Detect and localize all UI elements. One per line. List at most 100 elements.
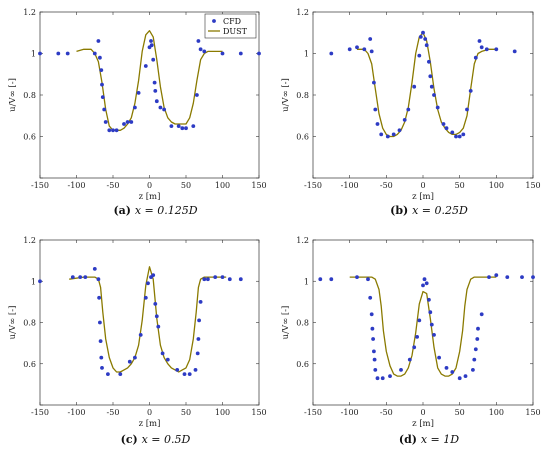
- caption-label: (c): [121, 433, 142, 446]
- y-tick-label: 1.2: [23, 8, 36, 17]
- cfd-data-point: [421, 30, 425, 35]
- cfd-data-point: [156, 324, 161, 329]
- cfd-data-point: [213, 275, 218, 279]
- cfd-data-point: [429, 322, 434, 327]
- series-line-dust: [69, 266, 227, 373]
- cfd-data-point: [138, 333, 143, 337]
- x-tick-label: 150: [251, 408, 266, 417]
- plot-frame: [39, 239, 260, 406]
- cfd-data-point: [412, 345, 417, 350]
- cfd-data-point: [444, 126, 449, 131]
- y-tick-label: 1.2: [296, 8, 309, 17]
- cfd-data-point: [196, 39, 201, 43]
- cfd-data-point: [463, 374, 468, 378]
- cfd-data-point: [176, 124, 181, 128]
- cfd-data-point: [373, 368, 378, 372]
- cfd-data-point: [391, 132, 396, 137]
- cfd-data-point: [133, 355, 137, 360]
- cfd-data-point: [487, 275, 491, 279]
- y-tick-label: 1: [31, 50, 36, 59]
- y-tick-label: 1: [304, 277, 309, 286]
- x-tick-label: 150: [251, 181, 266, 190]
- legend-box: [204, 13, 257, 39]
- cfd-data-point: [450, 370, 455, 374]
- caption-math: x = 0.25D: [412, 204, 468, 217]
- cfd-data-point: [175, 368, 180, 372]
- y-tick-label: 1.2: [296, 236, 309, 245]
- cfd-data-point: [129, 120, 134, 124]
- cfd-data-point: [184, 126, 188, 131]
- cfd-data-point: [494, 273, 499, 277]
- cfd-data-point: [198, 47, 203, 52]
- cfd-data-point: [407, 357, 412, 362]
- cfd-data-point: [427, 59, 431, 64]
- cfd-data-point: [100, 82, 104, 87]
- x-axis-label: z [m]: [412, 192, 434, 202]
- cfd-data-point: [187, 372, 192, 376]
- panel-caption: (d) x = 1D: [399, 433, 459, 446]
- cfd-data-point: [423, 37, 428, 41]
- cfd-data-point: [520, 275, 524, 279]
- cfd-data-point: [180, 126, 185, 131]
- cfd-data-point: [444, 366, 449, 370]
- panel-caption: (b) x = 0.25D: [390, 204, 468, 217]
- cfd-data-point: [162, 107, 167, 112]
- cfd-data-point: [92, 267, 97, 271]
- cfd-data-point: [418, 35, 423, 39]
- cfd-data-point: [96, 39, 101, 43]
- cfd-data-point: [477, 39, 482, 43]
- cfd-data-point: [355, 45, 359, 50]
- cfd-data-point: [97, 295, 101, 300]
- x-tick-label: 0: [147, 181, 152, 190]
- cfd-data-point: [402, 118, 407, 122]
- cfd-data-point: [362, 47, 367, 52]
- cfd-data-point: [111, 128, 115, 133]
- cfd-data-point: [78, 275, 83, 279]
- plot-frame: [312, 11, 534, 179]
- cfd-data-point: [98, 320, 102, 325]
- cfd-data-point: [122, 122, 126, 126]
- cfd-data-point: [83, 275, 88, 279]
- cfd-data-point: [370, 326, 375, 331]
- cfd-data-point: [318, 277, 323, 282]
- cfd-data-point: [143, 295, 148, 300]
- cfd-data-point: [461, 132, 466, 137]
- cfd-data-point: [151, 57, 156, 62]
- cfd-data-point: [152, 80, 157, 85]
- x-tick-label: -150: [304, 181, 322, 190]
- x-tick-label: -150: [31, 181, 49, 190]
- cfd-data-point: [369, 312, 374, 317]
- cfd-data-point: [160, 351, 165, 356]
- x-tick-label: 150: [525, 408, 540, 417]
- chart-panel-1: -150 -100 -50 0 50 100 150 0.6 0.8 1 1.2 z [m] u/V∞ …: [8, 8, 267, 217]
- cfd-data-point: [475, 337, 480, 341]
- cfd-data-point: [98, 55, 102, 60]
- cfd-data-point: [479, 312, 484, 317]
- y-axis-label: u/V∞ [-]: [8, 78, 18, 112]
- cfd-data-point: [143, 64, 148, 68]
- cfd-data-point: [428, 310, 433, 315]
- cfd-data-point: [329, 51, 334, 56]
- cfd-data-point: [484, 47, 489, 52]
- x-tick-label: 100: [215, 408, 230, 417]
- cfd-data-point: [468, 89, 473, 93]
- legend-label-dust: DUST: [223, 27, 248, 36]
- caption-math: x = 0.5D: [142, 433, 191, 446]
- y-tick-label: 0.6: [296, 360, 309, 369]
- cfd-data-point: [169, 124, 174, 128]
- cfd-data-point: [379, 132, 384, 137]
- cfd-data-point: [428, 74, 433, 79]
- y-tick-label: 0.8: [296, 319, 309, 328]
- cfd-data-point: [437, 355, 441, 360]
- cfd-data-point: [202, 49, 207, 54]
- cfd-data-point: [457, 376, 462, 381]
- cfd-data-point: [92, 51, 97, 56]
- cfd-data-point: [149, 43, 154, 48]
- cfd-data-point: [512, 49, 517, 54]
- cfd-data-point: [198, 300, 203, 304]
- cfd-data-point: [355, 275, 359, 279]
- cfd-data-point: [457, 134, 462, 139]
- cfd-data-point: [106, 372, 110, 376]
